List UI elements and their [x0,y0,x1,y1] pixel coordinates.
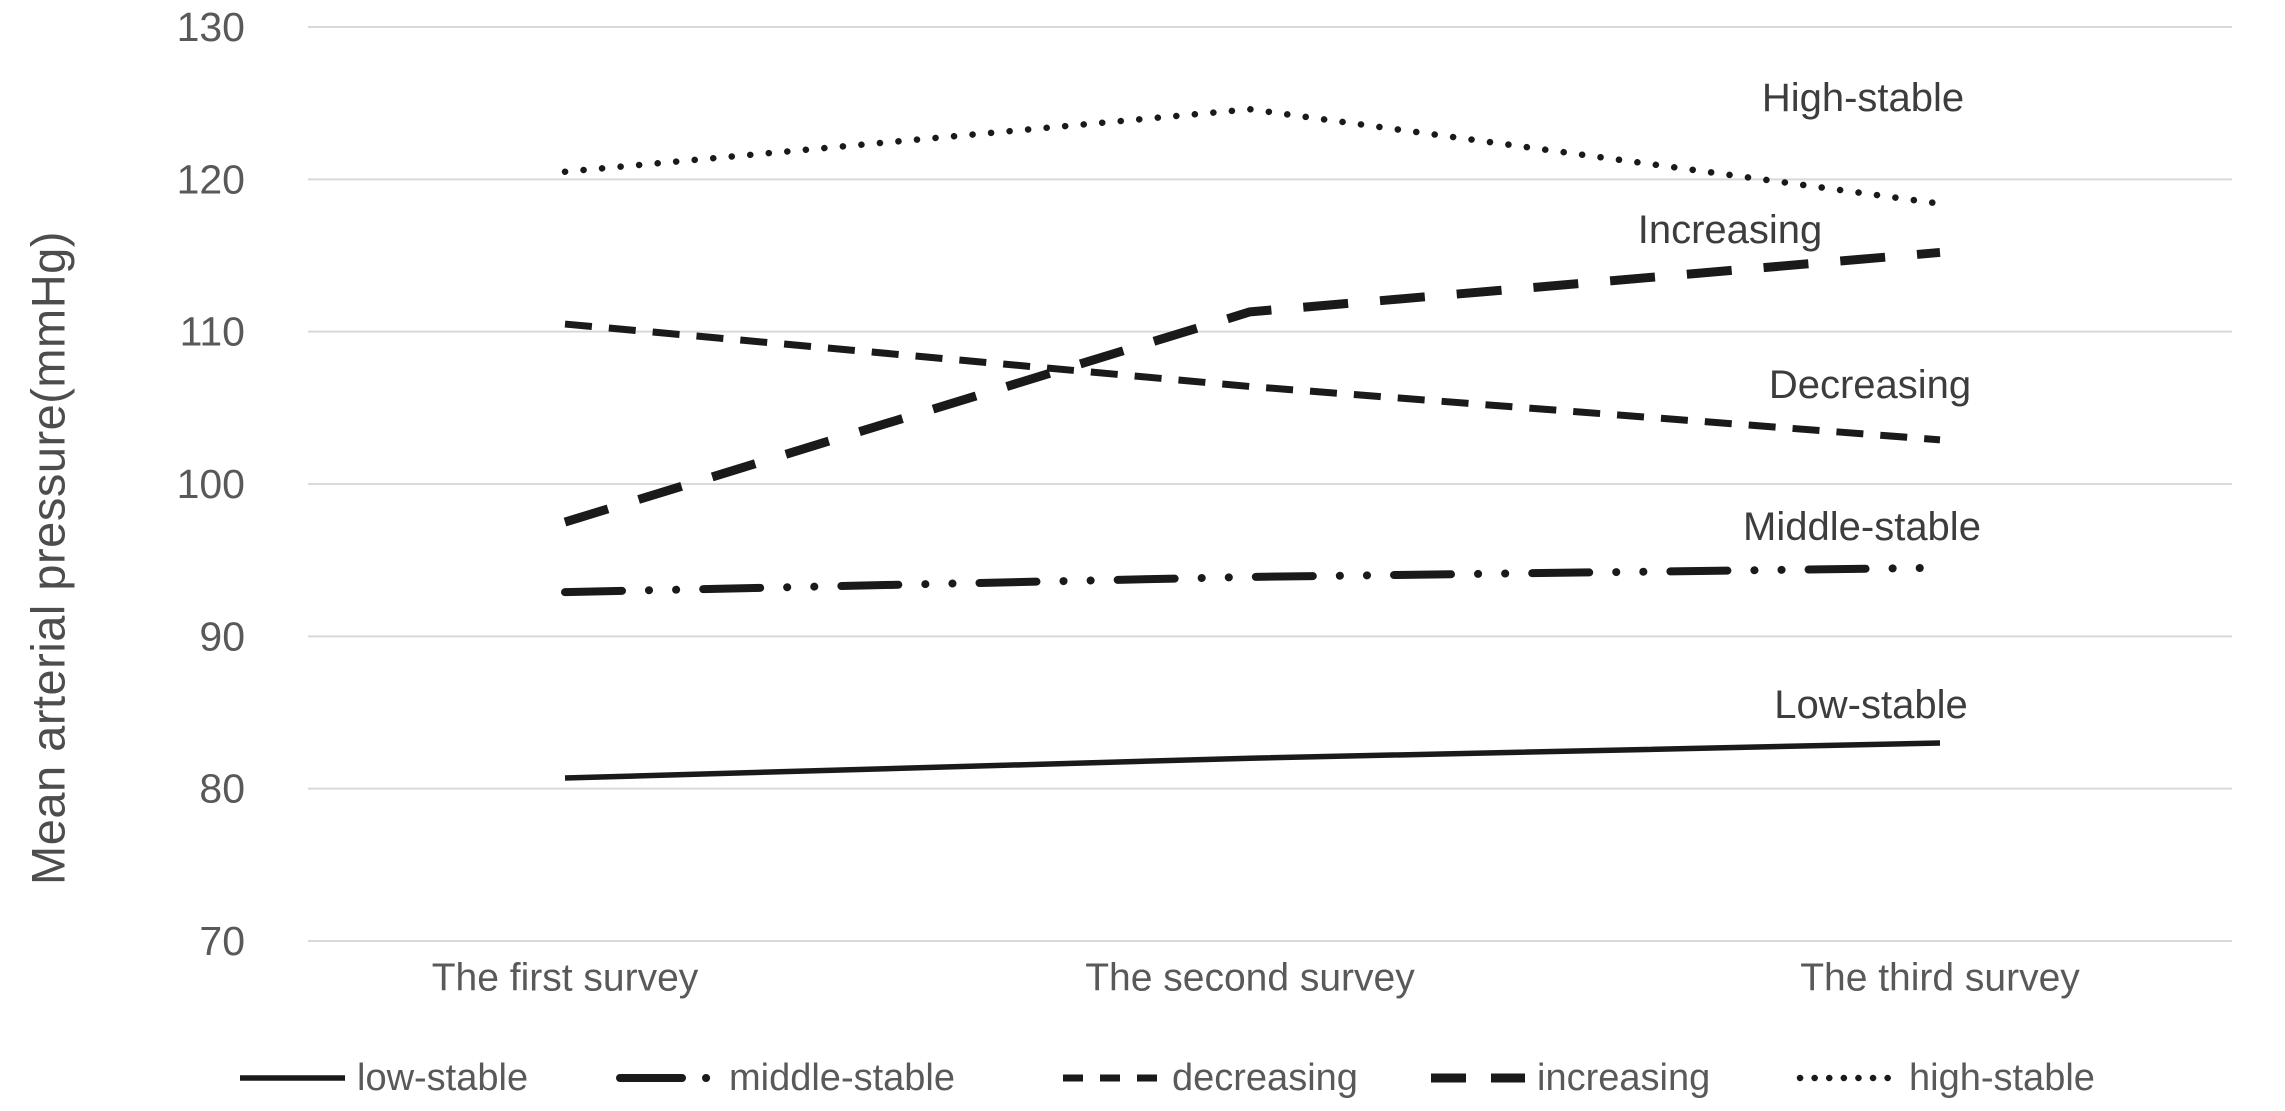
series-line-middle-stable [561,563,1944,597]
y-tick-label: 70 [199,918,245,964]
series-line-low-stable [564,740,1941,781]
y-tick-label: 100 [177,461,245,507]
series-annotation-high-stable: High-stable [1762,76,1964,120]
y-tick-label: 120 [177,156,245,202]
x-category-label: The first survey [432,957,699,1000]
y-axis-title: Mean arterial pressure(mmHg) [21,231,75,885]
series-annotation-middle-stable: Middle-stable [1743,505,1981,549]
legend-label-high-stable: high-stable [1909,1057,2095,1099]
y-tick-label: 90 [199,613,245,659]
y-tick-label: 80 [199,766,245,812]
series-annotation-low-stable: Low-stable [1774,683,1967,727]
x-category-label: The third survey [1800,957,2080,1000]
legend-label-decreasing: decreasing [1172,1057,1358,1099]
y-tick-label: 130 [177,4,245,50]
legend-label-low-stable: low-stable [357,1057,528,1099]
series-line-increasing [563,247,1941,527]
series-annotation-increasing: Increasing [1638,208,1823,252]
series-annotation-decreasing: Decreasing [1769,363,1971,407]
series-line-decreasing [564,320,1941,444]
series-line-high-stable [561,106,1944,207]
legend-label-increasing: increasing [1537,1057,1710,1099]
x-category-label: The second survey [1085,957,1415,1000]
y-tick-label: 110 [180,309,245,355]
legend-label-middle-stable: middle-stable [729,1057,955,1099]
